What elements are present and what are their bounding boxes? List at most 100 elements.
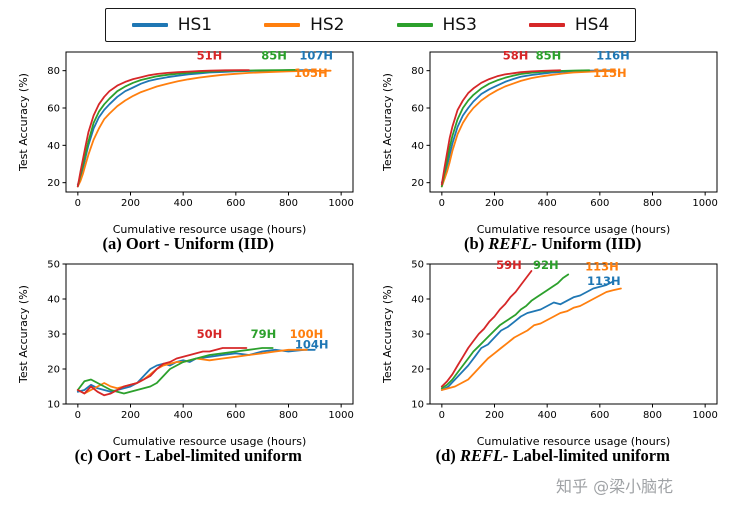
series-HS3-line xyxy=(76,347,274,395)
caption-b: (b) REFL- Uniform (IID) xyxy=(464,234,641,254)
x-tick-label: 200 xyxy=(485,198,504,209)
x-tick-label: 600 xyxy=(226,410,245,421)
subplot-a: 0 200 400 600 800 1000 20 40 60 80 51H 85H 107H 105H C… xyxy=(6,44,371,254)
series-HS3-line xyxy=(441,69,591,188)
series-HS1-line xyxy=(441,69,615,184)
annotation-92H: 92H xyxy=(533,258,559,272)
subplot-b: 0 200 400 600 800 1000 20 40 60 80 58H 85H 116H 115H C… xyxy=(371,44,736,254)
x-tick-label: 600 xyxy=(591,198,610,209)
legend-item-hs2: HS2 xyxy=(264,15,345,35)
caption-b-prefix: (b) xyxy=(464,234,489,253)
caption-a-rest: - Uniform (IID) xyxy=(159,234,274,253)
y-tick-label: 10 xyxy=(412,400,425,411)
plot-border xyxy=(429,263,718,405)
caption-c-rest: - Label-limited uniform xyxy=(130,446,302,465)
legend-label-hs1: HS1 xyxy=(177,15,213,35)
y-tick-label: 20 xyxy=(412,365,425,376)
series-HS2-line xyxy=(441,287,623,391)
annotation-51H: 51H xyxy=(196,48,222,62)
x-tick-label: 800 xyxy=(279,410,298,421)
hs3-line-swatch xyxy=(396,23,433,27)
y-tick-label: 20 xyxy=(47,365,60,376)
caption-b-method: REFL- xyxy=(488,234,537,253)
y-tick-label: 80 xyxy=(412,66,425,77)
annotation-85H: 85H xyxy=(536,48,562,62)
annotation-107H: 107H xyxy=(299,48,333,62)
series-HS4-line xyxy=(441,69,562,186)
subplot-d: 0 200 400 600 800 1000 10 20 30 40 50 59H 92H 113H 113… xyxy=(371,256,736,466)
annotation-50H: 50H xyxy=(196,327,222,341)
x-tick-label: 0 xyxy=(439,410,445,421)
annotation-116H: 116H xyxy=(596,48,630,62)
legend-item-hs4: HS4 xyxy=(528,15,609,35)
legend-item-hs3: HS3 xyxy=(396,15,477,35)
annotation-85H: 85H xyxy=(261,48,287,62)
y-tick-label: 40 xyxy=(47,141,60,152)
y-tick-label: 60 xyxy=(47,104,60,115)
subplot-grid: 0 200 400 600 800 1000 20 40 60 80 51H 85H 107H 105H C… xyxy=(0,44,741,466)
x-tick-label: 1000 xyxy=(693,198,718,209)
legend-item-hs1: HS1 xyxy=(131,15,213,35)
annotation-59H: 59H xyxy=(496,258,522,272)
plot-border xyxy=(65,51,354,193)
caption-b-rest: Uniform (IID) xyxy=(536,234,642,253)
series-HS4-line xyxy=(441,270,533,388)
chart-d-canvas: 0 200 400 600 800 1000 10 20 30 40 50 59H 92H 113H113… xyxy=(381,258,718,448)
series-HS4-line xyxy=(76,347,248,397)
plot-border xyxy=(429,51,718,193)
series-HS2-line xyxy=(76,348,308,395)
y-tick-label: 80 xyxy=(47,66,60,77)
x-tick-label: 800 xyxy=(643,198,662,209)
legend-label-hs3: HS3 xyxy=(442,15,477,35)
y-tick-label: 60 xyxy=(412,104,425,115)
series-HS1-line xyxy=(76,69,316,186)
y-tick-label: 30 xyxy=(412,330,425,341)
caption-a-prefix: (a) xyxy=(102,234,126,253)
hs4-line-swatch xyxy=(528,23,565,27)
annotation-113H: 113H xyxy=(585,259,619,273)
caption-c: (c) Oort - Label-limited uniform xyxy=(75,446,302,466)
legend: HS1 HS2 HS3 HS4 xyxy=(104,8,637,42)
y-tick-label: 20 xyxy=(47,178,60,189)
caption-a-method: Oort xyxy=(125,234,160,253)
y-tick-label: 40 xyxy=(47,295,60,306)
x-tick-label: 1000 xyxy=(328,410,353,421)
caption-d: (d) REFL- Label-limited uniform xyxy=(436,446,670,466)
series-HS3-line xyxy=(76,68,298,188)
series-HS1-line xyxy=(76,348,316,393)
chart-a-canvas: 0 200 400 600 800 1000 20 40 60 80 51H 85H 107H 105H C… xyxy=(17,48,354,236)
x-tick-label: 400 xyxy=(538,198,557,209)
annotation-58H: 58H xyxy=(503,48,529,62)
hs1-line-swatch xyxy=(131,23,168,27)
caption-a: (a) Oort - Uniform (IID) xyxy=(103,234,274,254)
x-tick-label: 600 xyxy=(226,198,245,209)
x-tick-label: 0 xyxy=(439,198,445,209)
x-tick-label: 800 xyxy=(279,198,298,209)
x-axis-label: Cumulative resource usage (hours) xyxy=(112,223,306,236)
x-axis-label: Cumulative resource usage (hours) xyxy=(477,435,671,448)
caption-d-method: REFL- xyxy=(459,446,509,465)
watermark: 知乎 @梁小脑花 xyxy=(556,477,674,496)
x-tick-label: 400 xyxy=(173,198,192,209)
y-tick-label: 50 xyxy=(47,260,60,271)
annotation-100H: 100H xyxy=(289,327,323,341)
series-HS1-line xyxy=(441,280,615,391)
x-tick-label: 1000 xyxy=(693,410,718,421)
annotation-79H: 79H xyxy=(250,327,276,341)
annotation-115H: 115H xyxy=(593,66,627,80)
caption-c-method: Oort xyxy=(97,446,131,465)
caption-d-prefix: (d) xyxy=(435,446,460,465)
y-axis-label: Test Accuracy (%) xyxy=(381,73,394,172)
subplot-c: 0 200 400 600 800 1000 10 20 30 40 50 50H 79H 100H 104… xyxy=(6,256,371,466)
y-tick-label: 50 xyxy=(412,260,425,271)
x-axis-label: Cumulative resource usage (hours) xyxy=(112,435,306,448)
x-tick-label: 800 xyxy=(643,410,662,421)
series-HS2-line xyxy=(76,69,332,188)
x-tick-label: 0 xyxy=(74,198,80,209)
legend-label-hs2: HS2 xyxy=(310,15,345,35)
y-tick-label: 40 xyxy=(412,295,425,306)
y-axis-label: Test Accuracy (%) xyxy=(381,285,394,384)
x-axis-label: Cumulative resource usage (hours) xyxy=(477,223,671,236)
x-tick-label: 400 xyxy=(173,410,192,421)
